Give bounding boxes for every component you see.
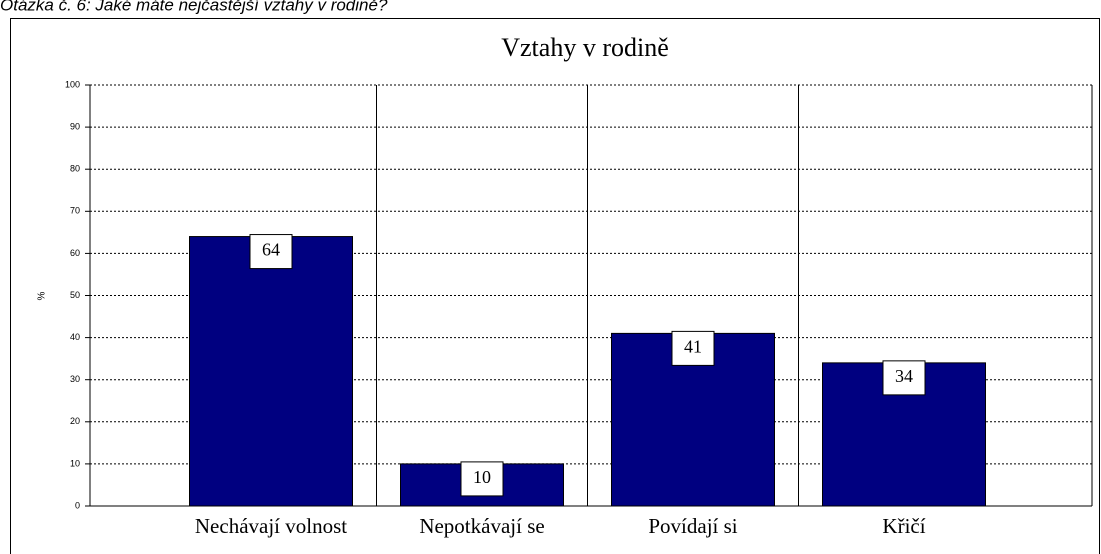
value-label-box: [460, 461, 504, 497]
y-tick-label: 100: [65, 79, 80, 89]
y-tick-label: 10: [70, 458, 80, 468]
value-label: 41: [684, 337, 702, 357]
value-label-box: [249, 234, 293, 270]
x-tick-label: Nepotkávají se: [419, 514, 544, 538]
value-label: 10: [473, 467, 491, 487]
x-tick-label: Povídají si: [648, 514, 737, 538]
value-label: 34: [895, 366, 913, 386]
y-tick-label: 30: [70, 374, 80, 384]
y-tick-label: 50: [70, 290, 80, 300]
value-label-box: [671, 330, 715, 366]
y-tick-label: 90: [70, 121, 80, 131]
question: Otázka č. 6: Jaké máte nejčastější vztah…: [0, 0, 388, 14]
value-label: 64: [262, 240, 280, 260]
y-tick-label: 40: [70, 332, 80, 342]
y-axis-label: %: [37, 291, 48, 300]
y-tick-label: 0: [75, 500, 80, 510]
x-tick-label: Nechávají volnost: [195, 514, 347, 538]
bar: [189, 236, 353, 507]
value-label-box: [882, 360, 926, 396]
x-tick-label: Křičí: [882, 514, 925, 538]
y-tick-label: 80: [70, 164, 80, 174]
y-tick-label: 70: [70, 206, 80, 216]
chart-title: Vztahy v rodině: [501, 33, 669, 62]
y-tick-label: 60: [70, 248, 80, 258]
y-tick-label: 20: [70, 416, 80, 426]
